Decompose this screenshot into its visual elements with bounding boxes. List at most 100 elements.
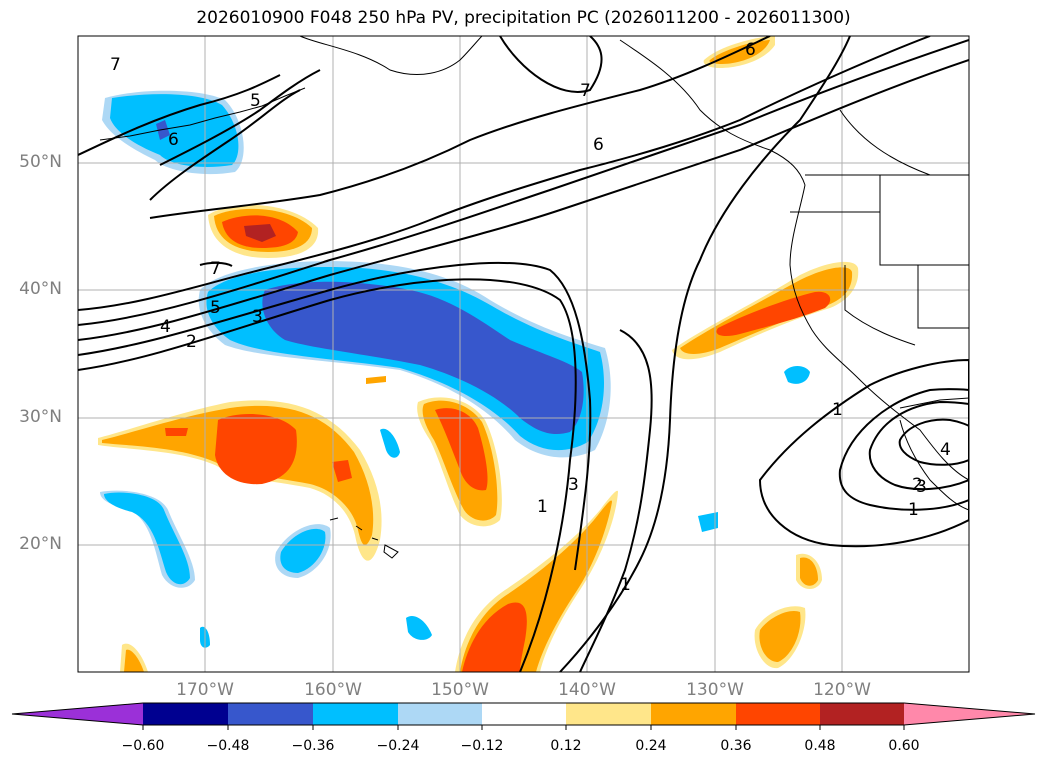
- contour-6-north: [159, 69, 321, 166]
- colorbar-segment: [651, 703, 736, 725]
- contour-label: 5: [210, 298, 221, 318]
- contour-1-low: [758, 358, 969, 548]
- colorbar-tick-label: −0.36: [291, 738, 335, 754]
- pos-anomaly-small-1-mid: [124, 649, 144, 672]
- colorbar-extend-high: [904, 703, 1035, 725]
- colorbar-tick-label: −0.48: [206, 738, 250, 754]
- contour-label: 1: [537, 497, 548, 517]
- bc-border: [839, 109, 931, 176]
- colorbar-tick-label: 0.60: [888, 738, 920, 754]
- contour-1-east: [559, 36, 851, 672]
- pos-anomaly-mid-core: [435, 408, 488, 491]
- colorbar-segment: [313, 703, 398, 725]
- neg-anomaly-small-2-mid: [280, 528, 326, 573]
- neg-anomaly-small-4: [406, 615, 432, 640]
- contour-label: 1: [620, 575, 631, 595]
- lat-label-20n: 20°N: [19, 534, 62, 554]
- contour-label: 3: [568, 475, 579, 495]
- pos-anomaly-s-core: [462, 602, 527, 672]
- colorbar-segment: [228, 703, 313, 725]
- contour-label: 6: [168, 130, 179, 150]
- contour-label: 6: [593, 135, 604, 155]
- lon-label-120w: 120°W: [813, 680, 871, 700]
- neg-anomaly-central-core: [262, 281, 584, 435]
- pos-anomaly-sw-core2: [332, 460, 352, 482]
- contour-2: [78, 278, 577, 672]
- contour-label: 5: [250, 91, 261, 111]
- pos-anomaly-small-5: [366, 376, 386, 384]
- west-coast: [789, 184, 969, 481]
- neg-anomaly-small-7: [784, 366, 810, 384]
- contour-label: 3: [916, 477, 927, 497]
- colorbar-tick-label: 0.12: [550, 738, 582, 754]
- contour-label: 4: [940, 440, 951, 460]
- contour-3-low: [868, 400, 969, 491]
- contour-5: [78, 39, 969, 326]
- colorbar-segment: [736, 703, 820, 725]
- us-state-border-4: [917, 265, 969, 329]
- contour-label: 4: [160, 317, 171, 337]
- map-content: 7 5 6 7 6 6 7 5 4 3 2 1 3 1 1 1 2 3 4: [78, 36, 969, 672]
- colorbar-segment: [820, 703, 904, 725]
- map-frame: [77, 35, 970, 673]
- colorbar-extend-low: [12, 703, 143, 725]
- us-state-border-3: [844, 265, 916, 346]
- pos-anomaly-sw-mid: [102, 405, 374, 546]
- pos-anomaly-small-3-mid: [800, 557, 818, 586]
- hawaii-islands: [329, 517, 399, 559]
- lon-label-130w: 130°W: [686, 680, 744, 700]
- aleutian-chain: [99, 87, 306, 141]
- colorbar: [11, 702, 1036, 730]
- colorbar-segment: [398, 703, 482, 725]
- contour-label: 1: [908, 500, 919, 520]
- colorbar-segment: [482, 703, 566, 725]
- pos-anomaly-small-4-mid: [759, 610, 801, 662]
- colorbar-tick-label: −0.12: [460, 738, 504, 754]
- neg-anomaly-small-6: [698, 512, 718, 532]
- lat-label-50n: 50°N: [19, 152, 62, 172]
- contour-5-north: [149, 89, 301, 201]
- contour-7: [149, 36, 771, 219]
- neg-anomaly-small-1-mid: [104, 492, 190, 585]
- contour-7-small: [199, 261, 233, 267]
- contour-7-north: [78, 74, 281, 156]
- colorbar-tick-label: −0.24: [376, 738, 420, 754]
- pos-anomaly-ne-pacific-core: [716, 291, 831, 336]
- contour-label: 2: [186, 332, 197, 352]
- lat-label-30n: 30°N: [19, 407, 62, 427]
- contour-label: 3: [252, 307, 263, 327]
- contour-2-low: [838, 388, 969, 511]
- lat-label-40n: 40°N: [19, 279, 62, 299]
- lon-label-160w: 160°W: [304, 680, 362, 700]
- pos-anomaly-sw-core3: [165, 428, 188, 436]
- shaded-anomalies: [98, 36, 859, 672]
- colorbar-segment: [143, 703, 228, 725]
- contour-label: 1: [832, 400, 843, 420]
- colorbar-tick-label: 0.48: [804, 738, 836, 754]
- colorbar-segment: [566, 703, 651, 725]
- contour-3: [78, 261, 592, 571]
- contour-4: [78, 59, 969, 341]
- pos-anomaly-north-max: [244, 224, 276, 242]
- us-state-border-1: [879, 175, 969, 266]
- alaska-coast: [299, 36, 483, 76]
- pos-anomaly-sw-core: [215, 414, 297, 485]
- map-title: 2026010900 F048 250 hPa PV, precipitatio…: [196, 8, 851, 28]
- contour-label: 2: [912, 475, 923, 495]
- neg-anomaly-small-3: [380, 428, 400, 458]
- lon-label-170w: 170°W: [176, 680, 234, 700]
- contour-7-alaska: [499, 36, 603, 93]
- lon-label-150w: 150°W: [431, 680, 489, 700]
- colorbar-tick-label: −0.60: [121, 738, 165, 754]
- colorbar-tick-label: 0.24: [635, 738, 667, 754]
- pv-contours: [78, 36, 969, 672]
- mexico-border: [899, 397, 969, 409]
- contour-4-low: [898, 418, 969, 466]
- lon-label-140w: 140°W: [558, 680, 616, 700]
- contour-label: 7: [580, 81, 591, 101]
- contour-1-loop: [579, 329, 653, 672]
- colorbar-tick-label: 0.36: [720, 738, 752, 754]
- contour-label: 6: [745, 40, 756, 60]
- contour-label: 7: [110, 55, 121, 75]
